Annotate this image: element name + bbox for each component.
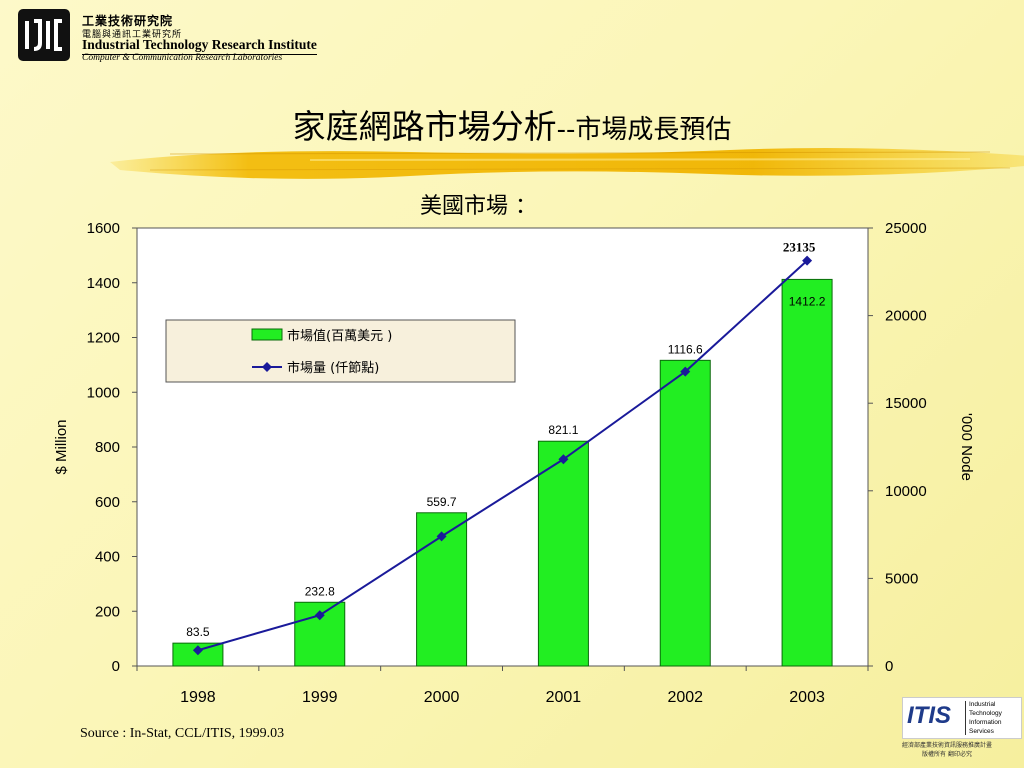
line-point xyxy=(314,610,325,621)
x-tick-label: 1998 xyxy=(180,689,216,706)
legend-diamond-marker xyxy=(262,362,272,372)
y2-tick-label: 5000 xyxy=(885,570,918,587)
bar xyxy=(659,359,711,667)
line-end-label: 23135 xyxy=(783,240,816,255)
line-point xyxy=(436,531,447,542)
y2-tick-label: 20000 xyxy=(885,308,927,325)
source-note: Source : In-Stat, CCL/ITIS, 1999.03 xyxy=(80,726,285,741)
y-tick-label: 1400 xyxy=(87,275,120,292)
y2-axis-label: '000 Node xyxy=(958,413,975,481)
x-tick-label: 2002 xyxy=(667,689,703,706)
slide-title-sub: --市場成長預估 xyxy=(556,115,732,145)
y-tick-label: 600 xyxy=(95,494,120,511)
y-tick-label: 1000 xyxy=(87,384,120,401)
line-point xyxy=(558,454,569,465)
line-series xyxy=(197,259,808,652)
itis-footer-line2: 版權所有 翻印必究 xyxy=(922,751,972,758)
y-tick-label: 1600 xyxy=(87,220,120,237)
itri-logo xyxy=(18,9,70,61)
bar-data-label: 83.5 xyxy=(186,625,210,639)
x-tick-label: 2000 xyxy=(424,689,460,706)
y2-tick-label: 25000 xyxy=(885,220,927,237)
itis-mark: ITIS xyxy=(907,702,951,730)
line-point xyxy=(192,645,203,656)
legend: 市場值(百萬美元 ) 市場量 (仟節點) xyxy=(165,319,516,383)
slide-title: 家庭網路市場分析--市場成長預估 xyxy=(0,100,1024,148)
line-point xyxy=(802,255,813,266)
y-tick-label: 800 xyxy=(95,439,120,456)
org-name-en: Industrial Technology Research Institute xyxy=(82,37,317,55)
itis-footer: 經濟部產業技術資訊服務推廣計畫 版權所有 翻印必究 xyxy=(874,741,1020,759)
y-tick-label: 400 xyxy=(95,549,120,566)
legend-bar-swatch xyxy=(251,328,283,341)
legend-label-volume: 市場量 (仟節點) xyxy=(287,360,379,376)
itis-word: Technology xyxy=(969,710,1002,717)
itis-mark-text: ITIS xyxy=(907,702,952,729)
dept-name-cn: 電腦與通訊工業研究所 xyxy=(82,30,183,40)
legend-box xyxy=(165,319,516,383)
bar-data-label: 232.8 xyxy=(305,584,335,598)
y2-tick-label: 0 xyxy=(885,658,893,675)
title-brush-underline xyxy=(110,148,1024,179)
y-tick-label: 0 xyxy=(112,658,120,675)
bar xyxy=(781,278,833,667)
y-tick-label: 200 xyxy=(95,603,120,620)
x-tick-label: 2001 xyxy=(546,689,582,706)
bar-data-label: 1116.6 xyxy=(668,342,703,356)
bar xyxy=(537,440,589,667)
slide-title-main: 家庭網路市場分析 xyxy=(292,107,557,146)
bar-data-label: 559.7 xyxy=(427,495,457,509)
line-point xyxy=(680,366,691,377)
itis-words: Industrial Technology Information Servic… xyxy=(969,700,1002,736)
y-tick-label: 1200 xyxy=(87,330,120,347)
dept-name-en: Computer & Communication Research Labora… xyxy=(82,53,283,63)
itis-divider xyxy=(965,701,966,735)
x-tick-label: 2003 xyxy=(789,689,825,706)
bar-data-label: 1412.2 xyxy=(789,294,826,308)
y2-tick-label: 15000 xyxy=(885,395,927,412)
legend-label-value: 市場值(百萬美元 ) xyxy=(287,328,392,344)
y2-tick-label: 10000 xyxy=(885,483,927,500)
itis-logo: ITIS Industrial Technology Information S… xyxy=(874,697,1022,765)
chart-subtitle: 美國市場 ： xyxy=(420,194,537,219)
itis-logo-box: ITIS Industrial Technology Information S… xyxy=(902,697,1022,739)
bar-data-label: 821.1 xyxy=(548,423,578,437)
itis-footer-line1: 經濟部產業技術資訊服務推廣計畫 xyxy=(901,742,992,749)
x-tick-label: 1999 xyxy=(302,689,338,706)
itis-word: Industrial xyxy=(969,701,996,708)
itis-word: Information xyxy=(969,719,1002,726)
y-axis-label: $ Million xyxy=(53,419,70,474)
plot-area xyxy=(136,227,869,667)
itis-word: Services xyxy=(969,728,994,735)
org-name-cn: 工業技術研究院 xyxy=(82,14,174,28)
